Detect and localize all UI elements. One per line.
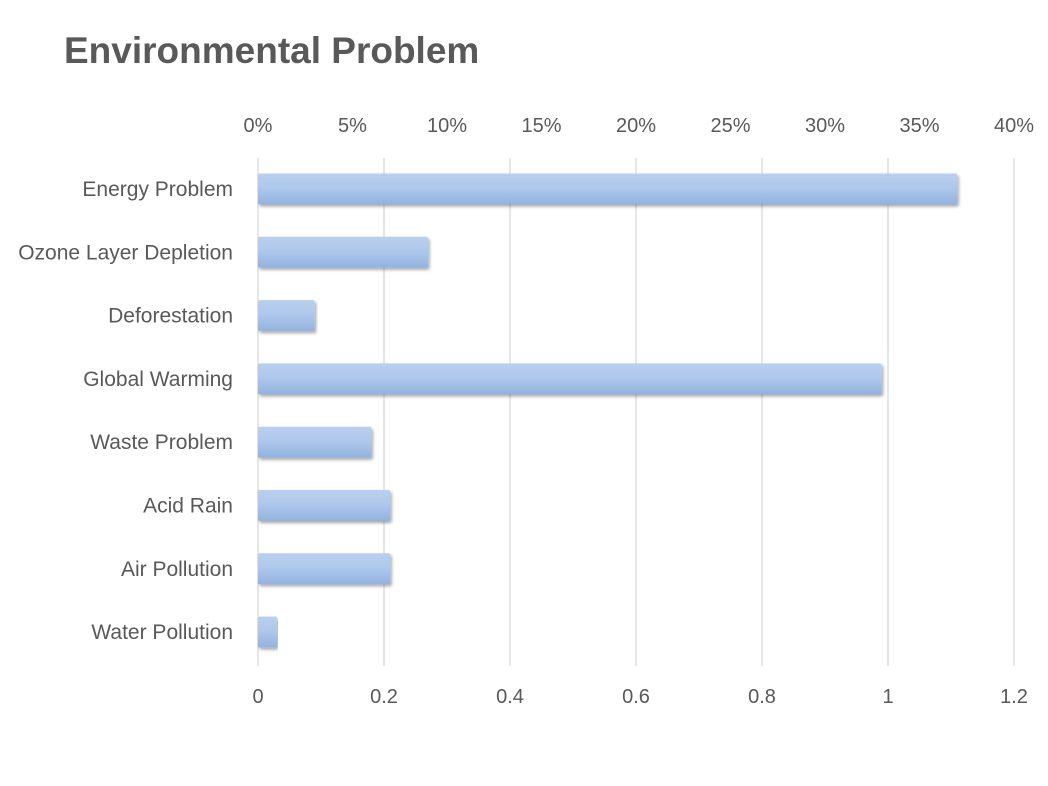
- category-label: Acid Rain: [143, 495, 233, 518]
- bottom-axis: 0 0.2 0.4 0.6 0.8 1 1.2: [252, 686, 1027, 708]
- x2-tick-label: 0%: [244, 115, 273, 137]
- bar: [258, 363, 882, 395]
- x-tick-label: 1.2: [1000, 686, 1028, 708]
- category-label: Air Pollution: [121, 558, 233, 581]
- bar: [258, 553, 391, 585]
- bar: [258, 300, 315, 332]
- x2-tick-label: 30%: [805, 115, 845, 137]
- category-label: Deforestation: [108, 305, 233, 328]
- x2-tick-label: 15%: [521, 115, 561, 137]
- x2-tick-label: 35%: [899, 115, 939, 137]
- bar: [258, 490, 391, 521]
- x-tick-label: 0.6: [622, 686, 650, 708]
- x-tick-label: 1: [882, 686, 893, 708]
- category-label: Waste Problem: [90, 431, 233, 454]
- x2-tick-label: 20%: [616, 115, 656, 137]
- bar: [258, 236, 429, 268]
- x-tick-label: 0.2: [370, 686, 398, 708]
- x2-tick-label: 40%: [994, 115, 1034, 137]
- category-label: Global Warming: [83, 368, 233, 391]
- x-tick-label: 0: [252, 686, 263, 708]
- bars: [258, 173, 958, 648]
- x-tick-label: 0.4: [496, 686, 524, 708]
- x2-tick-label: 10%: [427, 115, 467, 137]
- category-label: Water Pollution: [91, 621, 233, 644]
- x2-tick-label: 25%: [710, 115, 750, 137]
- category-label: Ozone Layer Depletion: [18, 241, 233, 264]
- x-tick-label: 0.8: [748, 686, 776, 708]
- category-labels: Energy Problem Ozone Layer Depletion Defor…: [18, 178, 233, 644]
- bar: [258, 173, 958, 205]
- chart-title: Environmental Problem: [64, 30, 479, 71]
- bar: [258, 426, 372, 458]
- x2-tick-label: 5%: [338, 115, 367, 137]
- category-label: Energy Problem: [82, 178, 233, 201]
- bar: [258, 616, 277, 648]
- gridlines: [257, 158, 1015, 666]
- top-axis: 0% 5% 10% 15% 20% 25% 30% 35% 40%: [244, 115, 1035, 137]
